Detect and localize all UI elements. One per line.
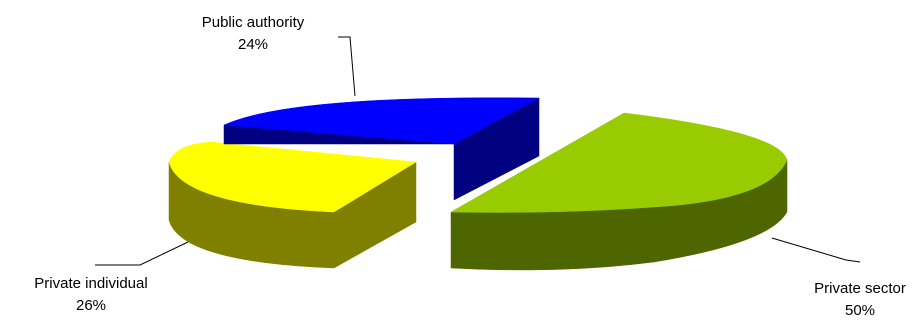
slice-public-authority [223, 97, 540, 201]
leader-private-sector [771, 237, 861, 263]
slice-private-individual-top [168, 141, 417, 213]
label-public-authority-pct: 24% [238, 36, 268, 53]
label-private-sector-name: Private sector [814, 280, 906, 297]
slice-public-authority-top [223, 97, 540, 145]
label-private-individual-name: Private individual [34, 275, 147, 292]
leader-public-authority [338, 36, 356, 97]
slice-private-sector-top [450, 112, 788, 213]
label-public-authority-name: Public authority [202, 14, 305, 31]
slice-private-sector [450, 112, 788, 271]
label-private-individual-pct: 26% [76, 297, 106, 314]
slice-private-individual [168, 141, 417, 269]
leader-private-individual [95, 241, 189, 266]
label-private-sector-pct: 50% [845, 302, 875, 319]
